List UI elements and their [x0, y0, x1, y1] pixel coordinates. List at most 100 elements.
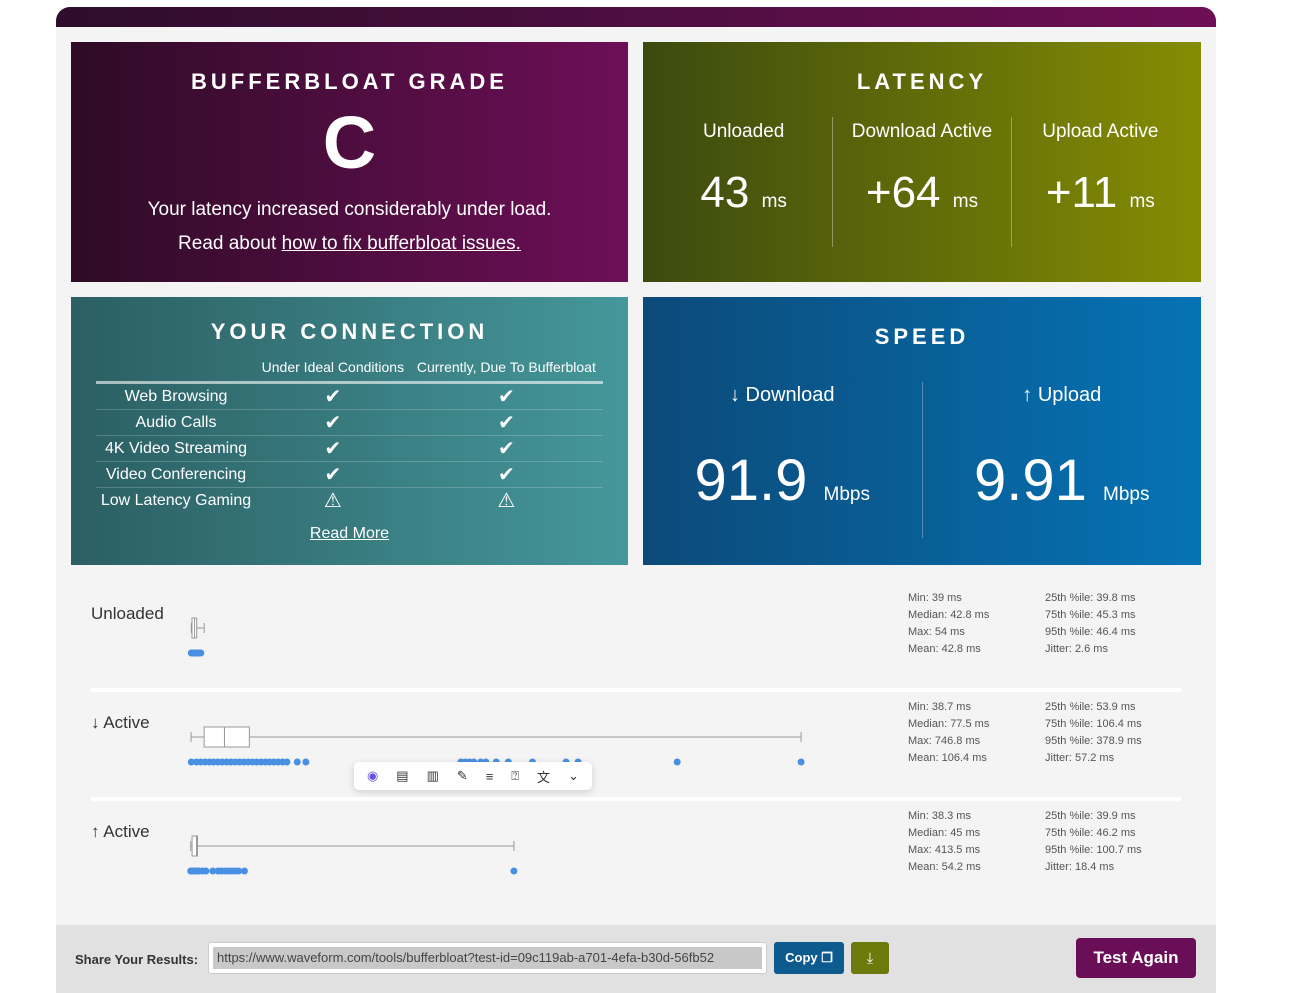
latency-plot-row: Unloaded Min: 39 ms 25th %ile: 39.8 ms Med…: [91, 584, 1181, 692]
plot-label: Unloaded: [91, 604, 164, 623]
browser-extension-toolbar: ◉ ▤ ▥ ✎ ≡ ⍰ 文 ⌄: [354, 762, 592, 790]
stat-item: Jitter: 57.2 ms: [1045, 752, 1115, 764]
upload-unit: Mbps: [1103, 484, 1150, 505]
fix-bufferbloat-link[interactable]: how to fix bufferbloat issues.: [281, 233, 521, 254]
box-plot: [187, 617, 205, 657]
check-icon: ✔: [256, 435, 410, 462]
copy-button[interactable]: Copy ❐: [774, 942, 844, 974]
chevron-down-icon[interactable]: ⌄: [568, 768, 579, 783]
stat-item: Median: 45 ms: [908, 827, 981, 839]
latency-download-active: Download Active +64 ms: [833, 117, 1012, 247]
download-unit: Mbps: [823, 484, 870, 505]
share-url-field[interactable]: https://www.waveform.com/tools/bufferblo…: [208, 942, 767, 974]
latency-unit: ms: [1129, 191, 1155, 212]
divider: [91, 688, 1181, 692]
latency-stats: Min: 38.3 ms 25th %ile: 39.9 ms Median: 45…: [908, 808, 1185, 876]
read-about-text: Read about: [178, 233, 282, 254]
header-current: Currently, Due To Bufferbloat: [409, 359, 603, 384]
results-container: BUFFERBLOAT GRADE C Your latency increas…: [56, 7, 1216, 993]
latency-stats: Min: 38.7 ms 25th %ile: 53.9 ms Median: 77…: [908, 699, 1185, 767]
latency-value: +11: [1045, 168, 1118, 217]
latency-label: Unloaded: [702, 121, 785, 142]
divider: [91, 797, 1181, 801]
latency-unit: ms: [952, 191, 979, 212]
sample-dot: [235, 867, 243, 875]
download-button[interactable]: ⤓: [851, 942, 889, 974]
check-icon: ✔: [256, 382, 410, 410]
iqr-box: [203, 726, 250, 748]
download-speed: ↓ Download 91.9 Mbps: [643, 382, 923, 538]
latency-title: LATENCY: [856, 69, 988, 94]
stat-item: 25th %ile: 53.9 ms: [1045, 701, 1136, 713]
connection-row: Audio Calls ✔ ✔: [96, 409, 603, 436]
use-case-label: Web Browsing: [96, 382, 256, 410]
translate-icon[interactable]: 文: [537, 769, 551, 785]
latency-stats: Min: 39 ms 25th %ile: 39.8 ms Median: 42.8…: [908, 590, 1185, 658]
stat-item: Jitter: 2.6 ms: [1045, 643, 1108, 655]
stat-item: Mean: 54.2 ms: [908, 861, 981, 873]
download-label: ↓ Download: [729, 384, 835, 406]
summarize-icon[interactable]: ≡: [485, 768, 494, 784]
bookmark-icon[interactable]: ▥: [426, 768, 439, 783]
connection-table: Under Ideal Conditions Currently, Due To …: [96, 359, 603, 513]
latency-label: Upload Active: [1042, 121, 1159, 142]
top-bar: [56, 7, 1216, 27]
stat-item: Mean: 42.8 ms: [908, 643, 981, 655]
sample-dot: [240, 867, 248, 875]
stat-item: 95th %ile: 46.4 ms: [1045, 626, 1136, 638]
stat-item: Max: 746.8 ms: [908, 735, 981, 747]
use-case-label: Audio Calls: [96, 409, 256, 436]
ask-icon[interactable]: ⍰: [511, 768, 520, 783]
box-plot: [187, 726, 805, 766]
iqr-box: [191, 835, 199, 857]
sample-dot: [283, 758, 291, 766]
latency-unit: ms: [761, 191, 787, 212]
stat-item: Median: 77.5 ms: [908, 718, 990, 730]
share-label: Share Your Results:: [75, 952, 199, 967]
bufferbloat-grade-card: BUFFERBLOAT GRADE C Your latency increas…: [71, 42, 628, 282]
share-bar: Share Your Results: https://www.waveform…: [56, 925, 1216, 993]
check-icon: ✔: [409, 409, 603, 436]
download-value: 91.9: [694, 448, 808, 513]
stat-item: Median: 42.8 ms: [908, 609, 990, 621]
stat-item: Min: 39 ms: [908, 592, 962, 604]
upload-value: 9.91: [974, 448, 1087, 513]
sample-dot: [202, 867, 210, 875]
check-icon: ✔: [409, 435, 603, 462]
sample-dot: [197, 649, 205, 657]
grade-letter: C: [322, 101, 377, 184]
reader-icon[interactable]: ▤: [396, 768, 409, 783]
assistant-icon[interactable]: ◉: [366, 768, 379, 783]
latency-upload-active: Upload Active +11 ms: [1012, 117, 1189, 247]
latency-unloaded: Unloaded 43 ms: [655, 117, 834, 247]
read-more-link[interactable]: Read More: [309, 525, 390, 542]
check-icon: ✔: [409, 382, 603, 410]
stat-item: Min: 38.3 ms: [908, 810, 971, 822]
sample-dot: [293, 758, 301, 766]
box-plot: [187, 835, 518, 875]
grade-description: Your latency increased considerably unde…: [147, 199, 552, 220]
sample-dot: [302, 758, 310, 766]
connection-row: Video Conferencing ✔ ✔: [96, 461, 603, 488]
test-again-button[interactable]: Test Again: [1076, 938, 1196, 978]
stat-item: Jitter: 18.4 ms: [1045, 861, 1115, 873]
latency-plot-row: ↑ Active Min: 38.3 ms 25th %ile: 39.9 ms M…: [91, 802, 1181, 910]
latency-plot-row: ↓ Active Min: 38.7 ms 25th %ile: 53.9 ms M…: [91, 693, 1181, 801]
header-ideal: Under Ideal Conditions: [256, 359, 410, 384]
sample-dot: [209, 867, 217, 875]
stat-item: 25th %ile: 39.9 ms: [1045, 810, 1136, 822]
connection-card: YOUR CONNECTION Under Ideal Conditions Cu…: [71, 297, 628, 565]
speed-card: SPEED ↓ Download 91.9 Mbps ↑ Upload 9.91 M…: [643, 297, 1201, 565]
use-case-label: 4K Video Streaming: [96, 435, 256, 462]
highlight-icon[interactable]: ✎: [456, 768, 468, 783]
stat-item: Min: 38.7 ms: [908, 701, 971, 713]
sample-dot: [187, 758, 195, 766]
warning-icon: ⚠: [323, 490, 342, 512]
stat-item: Mean: 106.4 ms: [908, 752, 987, 764]
check-icon: ✔: [256, 409, 410, 436]
stat-item: Max: 54 ms: [908, 626, 965, 638]
latency-value: +64: [865, 168, 941, 217]
check-icon: ✔: [409, 461, 603, 488]
share-url-text[interactable]: https://www.waveform.com/tools/bufferblo…: [213, 947, 762, 969]
speed-title: SPEED: [874, 324, 970, 349]
